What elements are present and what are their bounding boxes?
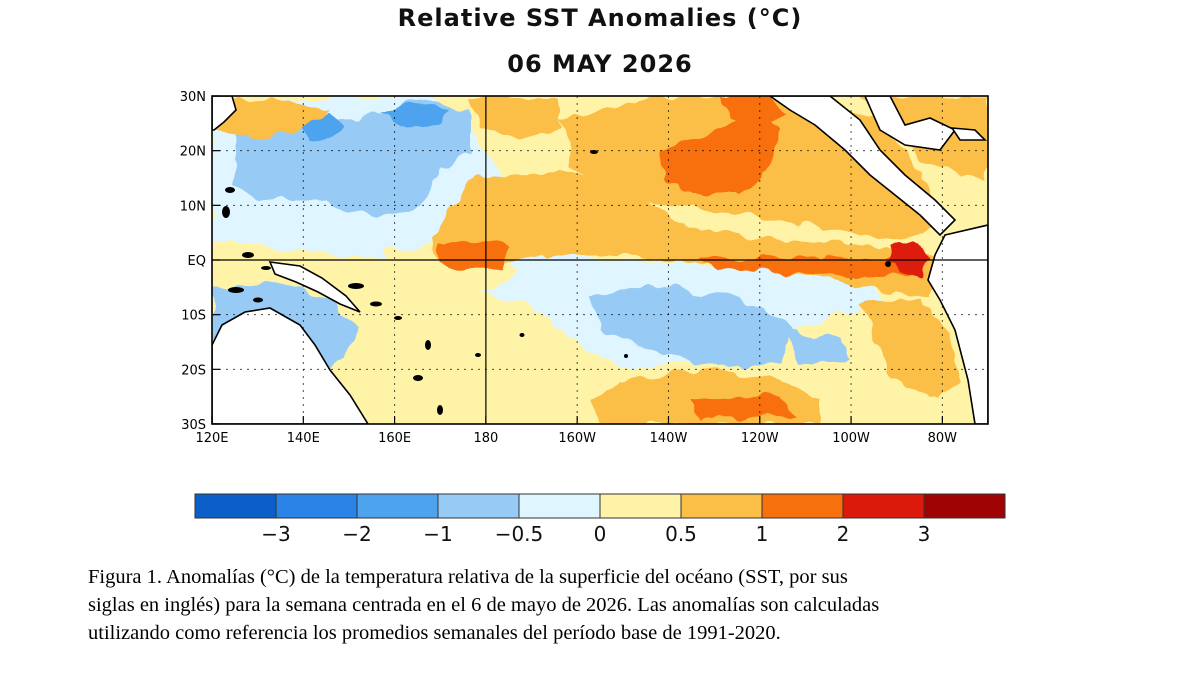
colorbar-swatch: [761, 493, 844, 519]
latitude-label: 20N: [180, 145, 206, 160]
island: [225, 187, 235, 193]
australia: [212, 307, 369, 424]
cool-area: [380, 104, 450, 128]
colorbar-tick-label: 2: [837, 522, 850, 546]
hot-area: [440, 238, 510, 272]
land-masses: [212, 96, 988, 424]
latitude-axis: 30N 20N 10N EQ 10S 20S 30S: [180, 90, 206, 433]
map-frame: [211, 95, 989, 425]
island: [413, 375, 423, 381]
caption-line: Figura 1. Anomalías (°C) de la temperatu…: [88, 566, 848, 588]
colorbar-tick-label: −1: [423, 522, 452, 546]
longitude-label: 80W: [928, 431, 958, 446]
south-america: [927, 224, 988, 424]
island: [519, 333, 525, 337]
longitude-axis: 120E 140E 160E 180 160W 140W 120W 100W 80W: [195, 431, 957, 446]
colorbar-tick-label: −2: [342, 522, 371, 546]
caption-line: siglas en inglés) para la semana centrad…: [88, 594, 880, 616]
colorbar-swatch: [275, 493, 358, 519]
colorbar-swatch: [518, 493, 601, 519]
longitude-label: 120E: [195, 431, 228, 446]
latitude-label: 30S: [181, 418, 206, 433]
island: [370, 301, 382, 307]
colorbar-swatch: [599, 493, 682, 519]
island: [253, 297, 263, 303]
colorbar-tick-label: 3: [918, 522, 931, 546]
longitude-label: 180: [473, 431, 498, 446]
longitude-label: 120W: [741, 431, 779, 446]
hot-area: [700, 255, 930, 280]
colorbar-tick-label: 0: [594, 522, 607, 546]
longitude-label: 100W: [832, 431, 870, 446]
hot-area: [690, 395, 800, 420]
colorbar: [194, 493, 1006, 519]
latitude-label: 30N: [180, 90, 206, 105]
colorbar-tick-label: 0.5: [665, 522, 697, 546]
sst-anomaly-map: 30N 20N 10N EQ 10S 20S 30S 120E 140E 160E 180 160W…: [180, 90, 1006, 546]
asia-coast: [212, 96, 237, 131]
map-plot-area: [211, 95, 989, 425]
colorbar-tick-label: −3: [261, 522, 290, 546]
island: [348, 283, 364, 289]
colorbar-tick-label: 1: [756, 522, 769, 546]
island: [242, 252, 254, 258]
warm-area: [212, 98, 330, 140]
hot-area: [720, 96, 790, 125]
figure-caption: Figura 1. Anomalías (°C) de la temperatu…: [88, 563, 1128, 647]
colorbar-tick-label: −0.5: [495, 522, 544, 546]
island: [261, 266, 271, 270]
caribbean-islands: [950, 127, 987, 141]
longitude-label: 160W: [558, 431, 596, 446]
latitude-label: 10N: [180, 199, 206, 214]
island: [228, 287, 244, 293]
latitude-label: 10S: [181, 309, 206, 324]
very-hot-area: [888, 240, 930, 282]
hot-area: [660, 110, 780, 195]
colorbar-swatch: [437, 493, 520, 519]
colorbar-swatch: [356, 493, 439, 519]
warm-area: [470, 96, 560, 140]
cool-area: [780, 330, 850, 365]
central-america: [768, 96, 957, 237]
colorbar-swatch: [923, 493, 1006, 519]
map-date: 06 MAY 2026: [507, 50, 693, 78]
cool-area: [590, 285, 790, 370]
caption-line: utilizando como referencia los promedios…: [88, 622, 781, 644]
colorbar-swatch: [680, 493, 763, 519]
longitude-label: 140W: [650, 431, 688, 446]
island: [394, 316, 402, 320]
island: [425, 340, 431, 350]
island: [475, 353, 481, 357]
island: [885, 261, 891, 267]
islands: [222, 150, 891, 415]
longitude-label: 140E: [287, 431, 320, 446]
warm-area: [860, 300, 960, 400]
colorbar-swatch: [842, 493, 925, 519]
map-title: Relative SST Anomalies (°C): [397, 4, 803, 32]
island: [624, 354, 628, 358]
island: [437, 405, 443, 415]
new-guinea: [268, 261, 361, 313]
island: [222, 206, 230, 218]
gridlines: [211, 95, 988, 425]
latitude-label: EQ: [188, 254, 206, 269]
longitude-label: 160E: [378, 431, 411, 446]
colorbar-labels: −3 −2 −1 −0.5 0 0.5 1 2 3: [261, 522, 930, 546]
colorbar-swatch: [194, 493, 277, 519]
latitude-label: 20S: [181, 363, 206, 378]
